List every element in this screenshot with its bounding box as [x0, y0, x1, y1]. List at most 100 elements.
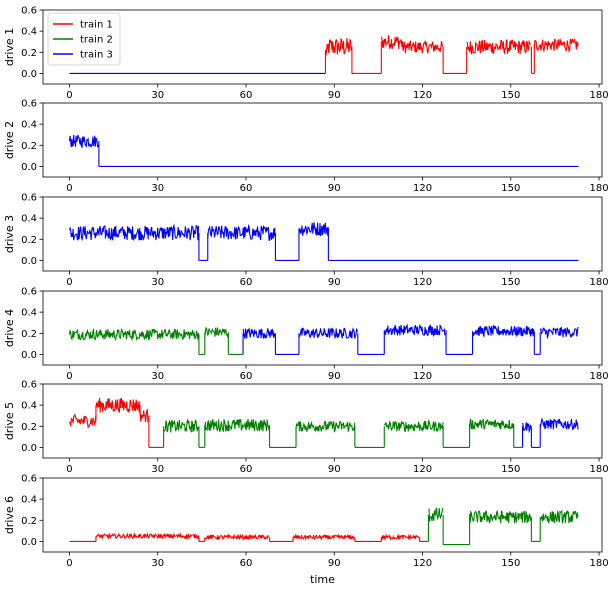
series-line-train-1	[466, 38, 531, 55]
x-tick-label: 60	[240, 90, 253, 101]
y-tick-label: 0.0	[21, 69, 37, 80]
x-tick-label: 150	[501, 183, 520, 194]
series-line-train-3	[539, 417, 579, 431]
y-tick-label: 0.4	[21, 401, 37, 412]
x-tick-label: 90	[328, 277, 341, 288]
x-tick-label: 180	[590, 464, 609, 475]
x-tick-label: 180	[590, 183, 609, 194]
legend: train 1 train 2 train 3	[47, 12, 121, 66]
y-axis-label: drive 3	[3, 215, 16, 253]
y-tick-label: 0.2	[21, 422, 37, 433]
series-line-train-2	[68, 328, 200, 342]
series-line-train-3	[539, 326, 579, 340]
x-tick-label: 120	[413, 277, 432, 288]
x-tick-label: 30	[151, 464, 164, 475]
y-tick-label: 0.6	[21, 380, 37, 391]
x-tick-label: 60	[240, 558, 253, 569]
x-tick-label: 150	[501, 371, 520, 382]
series-line-train-2	[163, 418, 199, 433]
x-tick-label: 180	[590, 371, 609, 382]
series-line-train-2	[204, 326, 229, 339]
x-tick-label: 180	[590, 558, 609, 569]
y-tick-label: 0.2	[21, 516, 37, 527]
axes-frame	[42, 196, 603, 272]
series-line-train-3	[522, 422, 532, 434]
legend-box	[47, 12, 121, 66]
series-line-train-2	[428, 507, 444, 522]
y-tick-label: 0.4	[21, 214, 37, 225]
y-axis-label: drive 6	[3, 496, 16, 534]
x-tick-label: 90	[328, 90, 341, 101]
x-tick-label: 0	[66, 90, 72, 101]
series-line-train-3	[242, 327, 276, 340]
x-tick-label: 180	[590, 277, 609, 288]
y-tick-label: 0.2	[21, 141, 37, 152]
x-tick-label: 120	[413, 558, 432, 569]
series-line-train-3	[298, 222, 329, 236]
y-tick-label: 0.6	[21, 193, 37, 204]
series-line-train-1	[204, 533, 270, 542]
y-tick-label: 0.4	[21, 308, 37, 319]
y-tick-label: 0.0	[21, 350, 37, 361]
x-tick-label: 30	[151, 277, 164, 288]
series-line-train-1	[293, 533, 355, 541]
x-tick-label: 60	[240, 277, 253, 288]
x-tick-label: 120	[413, 90, 432, 101]
series-line-train-3	[207, 223, 276, 241]
x-tick-label: 120	[413, 183, 432, 194]
series-line-train-1	[380, 533, 420, 541]
series-line-train-1	[95, 532, 200, 541]
series-line-train-1	[95, 397, 141, 414]
x-tick-label: 150	[501, 558, 520, 569]
subplot-2: 0.0 0.2 0.4 0.6 0 30 60 90 120 150 180 drive 2	[3, 99, 609, 195]
series-line-train-2	[204, 418, 270, 432]
y-axis-label: drive 5	[3, 402, 16, 440]
x-tick-label: 90	[328, 371, 341, 382]
legend-label-train-2: train 2	[80, 35, 113, 46]
x-tick-label: 150	[501, 90, 520, 101]
axes-frame	[42, 102, 603, 178]
series-line-train-1	[68, 413, 97, 429]
x-tick-label: 60	[240, 183, 253, 194]
x-tick-label: 30	[151, 183, 164, 194]
series-line-train-3	[384, 323, 447, 338]
series-line-train-3	[298, 327, 359, 340]
x-tick-label: 30	[151, 371, 164, 382]
y-tick-label: 0.6	[21, 6, 37, 17]
series-line-train-3	[68, 134, 100, 149]
y-tick-label: 0.6	[21, 99, 37, 110]
x-tick-label: 30	[151, 90, 164, 101]
series-line-train-2	[469, 509, 532, 524]
x-tick-label: 0	[66, 277, 72, 288]
y-tick-label: 0.6	[21, 474, 37, 485]
y-tick-label: 0.0	[21, 162, 37, 173]
series-line-train-1	[380, 35, 403, 50]
series-line-train-1	[139, 408, 149, 424]
y-tick-label: 0.0	[21, 443, 37, 454]
x-tick-label: 0	[66, 464, 72, 475]
y-tick-label: 0.0	[21, 256, 37, 267]
x-tick-label: 0	[66, 371, 72, 382]
series-line-train-2	[295, 420, 356, 433]
y-tick-label: 0.4	[21, 495, 37, 506]
series-line-train-1	[401, 40, 444, 54]
axes-frame	[42, 290, 603, 366]
x-tick-label: 0	[66, 183, 72, 194]
y-axis-label: drive 2	[3, 121, 16, 159]
series-line-train-2	[539, 509, 579, 524]
x-tick-label: 60	[240, 464, 253, 475]
legend-label-train-3: train 3	[80, 50, 113, 61]
axes-frame	[42, 477, 603, 553]
legend-label-train-1: train 1	[80, 20, 113, 31]
subplot-6: 0.0 0.2 0.4 0.6 0 30 60 90 120 150 180 drive 6	[3, 474, 609, 570]
x-tick-label: 150	[501, 277, 520, 288]
x-tick-label: 30	[151, 558, 164, 569]
y-tick-label: 0.6	[21, 287, 37, 298]
x-tick-label: 0	[66, 558, 72, 569]
x-tick-label: 120	[413, 371, 432, 382]
subplot-5: 0.0 0.2 0.4 0.6 0 30 60 90 120 150 180 drive 5	[3, 380, 609, 476]
series-line-train-1	[324, 43, 329, 56]
x-tick-label: 150	[501, 464, 520, 475]
series-line-train-1	[533, 38, 579, 54]
series-line-train-2	[469, 418, 514, 430]
